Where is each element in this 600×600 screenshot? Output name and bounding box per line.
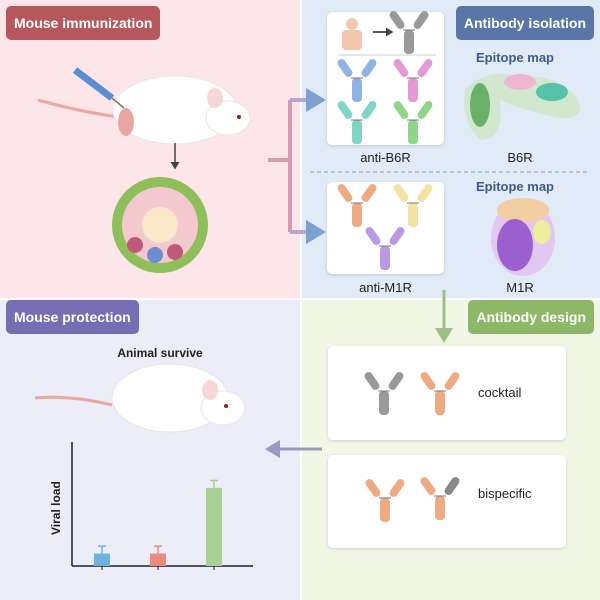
y-axis-label: Viral load	[49, 481, 63, 535]
m1r-structure	[491, 198, 555, 276]
mouse-protection-title: Mouse protection	[6, 300, 139, 334]
protected-mouse-illustration	[34, 363, 246, 433]
bar	[206, 487, 222, 566]
human-icon	[342, 18, 362, 50]
b6r-structure	[464, 73, 580, 140]
antibody-icon	[364, 372, 404, 415]
branch-arrows	[268, 88, 326, 244]
anti-b6r-label: anti-B6R	[360, 150, 411, 165]
mouse-immunization-title: Mouse immunization	[6, 6, 161, 40]
lymph-node-illustration	[112, 177, 208, 273]
syringe-icon	[72, 67, 125, 109]
antibody-icon	[337, 59, 377, 102]
mouse-illustration	[37, 75, 251, 145]
b6r-label: B6R	[507, 150, 533, 165]
antibody-icon	[420, 372, 460, 415]
m1r-epitope-title: Epitope map	[475, 179, 554, 194]
antibody-icon	[365, 227, 405, 270]
bispecific-card	[328, 455, 566, 548]
antibody-icon	[393, 59, 433, 102]
anti-m1r-label: anti-M1R	[359, 280, 412, 295]
m1r-label: M1R	[506, 280, 534, 295]
b6r-epitope-title: Epitope map	[475, 50, 554, 65]
viral-load-chart: Viral load	[49, 442, 253, 570]
antibody-icon	[393, 101, 433, 144]
animal-survive-label: Animal survive	[117, 346, 203, 360]
antibody-icon	[420, 477, 460, 520]
cocktail-label: cocktail	[478, 385, 522, 400]
antibody-icon	[389, 11, 429, 54]
panel-mouse-protection	[0, 300, 300, 600]
cocktail-card	[328, 346, 566, 440]
antibody-icon	[365, 479, 405, 522]
bispecific-label: bispecific	[478, 486, 532, 501]
antibody-isolation-title: Antibody isolation	[455, 6, 594, 40]
antibody-icon	[393, 184, 433, 227]
antibody-design-title: Antibody design	[468, 300, 594, 334]
bar	[150, 553, 166, 566]
bar	[94, 553, 110, 566]
antibody-icon	[337, 101, 377, 144]
antibody-icon	[337, 184, 377, 227]
